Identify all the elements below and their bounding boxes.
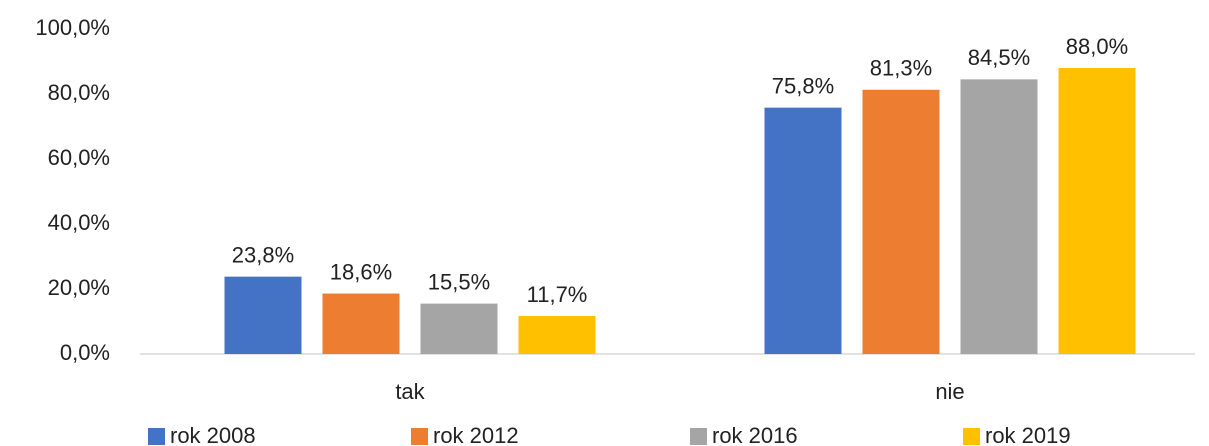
data-label: 18,6% [330,259,392,284]
data-label: 81,3% [870,56,932,81]
y-tick-label: 40,0% [48,210,110,235]
bar [420,303,498,354]
legend-swatch [411,428,428,445]
y-tick-label: 0,0% [60,340,110,365]
y-tick-label: 60,0% [48,145,110,170]
data-label: 75,8% [772,73,834,98]
legend-swatch [148,428,165,445]
data-label: 15,5% [428,269,490,294]
legend-label: rok 2019 [985,423,1071,446]
bar [1058,68,1136,354]
x-tick-label: tak [395,379,425,404]
legend-swatch [690,428,707,445]
data-label: 11,7% [527,282,588,307]
legend-label: rok 2012 [433,423,519,446]
y-tick-label: 20,0% [48,275,110,300]
x-tick-label: nie [935,379,964,404]
data-label: 88,0% [1066,34,1128,59]
bar [322,293,400,354]
bar [518,315,596,354]
legend-label: rok 2008 [170,423,256,446]
bar [764,107,842,355]
legend-swatch [963,428,980,445]
bar [862,89,940,355]
legend-label: rok 2016 [712,423,798,446]
bar [224,276,302,354]
data-label: 23,8% [232,242,294,267]
bar [960,79,1038,354]
data-label: 84,5% [968,45,1030,70]
y-tick-label: 100,0% [35,15,110,40]
y-tick-label: 80,0% [48,80,110,105]
